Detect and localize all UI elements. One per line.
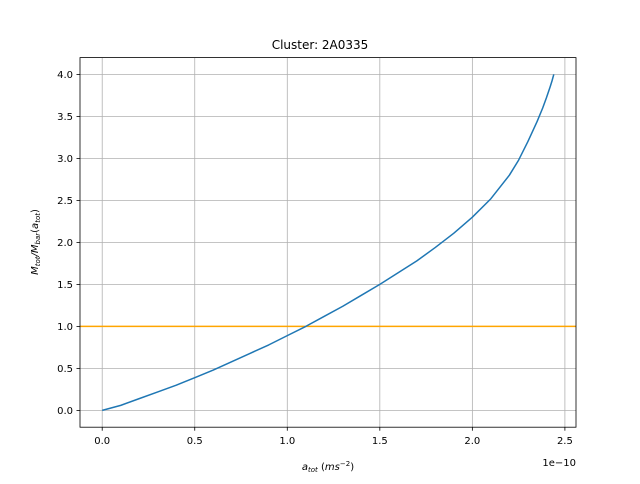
x-tick-label: 0.5: [187, 436, 203, 447]
x-label-units-post: ): [350, 462, 354, 473]
y-label-part: (: [30, 229, 41, 233]
x-offset-text: 1e−10: [542, 458, 576, 469]
y-axis-label: Mtot/Mbar(atot): [30, 209, 42, 275]
y-tick-label: 0.5: [57, 364, 73, 375]
y-tick-label: 1.5: [57, 280, 73, 291]
y-label-part: ): [30, 209, 41, 213]
x-tick-label: 2.0: [464, 436, 480, 447]
x-tick-label: 1.0: [279, 436, 295, 447]
grid: [80, 57, 576, 428]
chart-title: Cluster: 2A0335: [272, 38, 369, 52]
x-label-main: a: [302, 462, 308, 473]
series-lines: [102, 74, 555, 412]
y-tick-label: 3.5: [57, 112, 73, 123]
x-ticks: 0.0 0.5 1.0 1.5 2.0 2.5: [94, 427, 573, 447]
x-label-sub: tot: [308, 466, 318, 474]
y-tick-label: 3.0: [57, 154, 73, 165]
y-tick-label: 0.0: [57, 406, 73, 417]
y-label-part: M: [30, 244, 41, 253]
x-label-units-main: ms: [325, 462, 340, 473]
y-ticks: 0.0 0.5 1.0 1.5 2.0 2.5 3.0 3.5 4.0: [57, 70, 80, 417]
x-label-units-pre: (: [318, 462, 325, 473]
y-tick-label: 4.0: [57, 70, 73, 81]
x-axis-label: atot (ms−2): [302, 460, 354, 474]
y-tick-label: 1.0: [57, 322, 73, 333]
y-label-part: bar: [34, 232, 42, 245]
y-label-part: tot: [34, 256, 42, 266]
y-tick-label: 2.0: [57, 238, 73, 249]
y-label-part: M: [30, 266, 41, 275]
series-line: [102, 74, 555, 412]
x-tick-label: 1.5: [372, 436, 388, 447]
y-label-part: tot: [34, 213, 42, 223]
x-label-units-sup: −2: [340, 460, 350, 468]
x-tick-label: 2.5: [557, 436, 573, 447]
x-tick-label: 0.0: [94, 436, 110, 447]
y-label-part: /: [30, 251, 41, 257]
y-label-part: a: [30, 223, 41, 229]
y-tick-label: 2.5: [57, 196, 73, 207]
